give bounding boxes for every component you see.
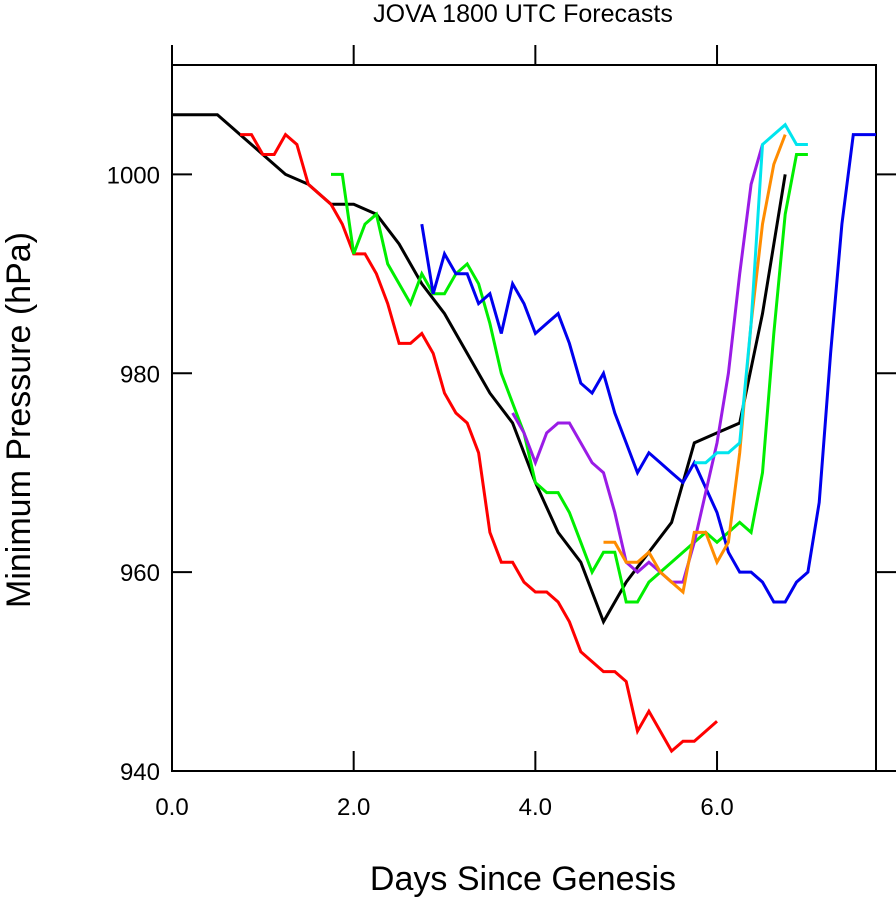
x-axis-label: Days Since Genesis	[370, 860, 676, 898]
plot-area	[171, 64, 877, 772]
axis-ticks	[171, 45, 896, 772]
chart-title: JOVA 1800 UTC Forecasts	[373, 0, 673, 28]
series-line-7	[694, 122, 808, 465]
x-tick-label: 6.0	[700, 794, 733, 821]
series-line-4	[420, 133, 876, 604]
y-tick-label: 1000	[107, 162, 160, 189]
series-line-2	[240, 132, 718, 754]
x-tick-label: 0.0	[155, 794, 188, 821]
y-axis-label: Minimum Pressure (hPa)	[0, 232, 38, 608]
y-tick-label: 960	[120, 560, 160, 587]
x-tick-label: 2.0	[337, 794, 370, 821]
tick-labels: 0.0 2.0 4.0 6.0 940 960 980 1000	[107, 162, 734, 821]
series-line-3	[331, 153, 808, 604]
y-tick-label: 980	[120, 361, 160, 388]
series-line-1	[172, 113, 787, 626]
series-line-6	[603, 134, 787, 595]
x-tick-label: 4.0	[519, 794, 552, 821]
series-line-5	[511, 144, 764, 584]
y-tick-label: 940	[120, 759, 160, 786]
series-lines	[172, 113, 876, 754]
